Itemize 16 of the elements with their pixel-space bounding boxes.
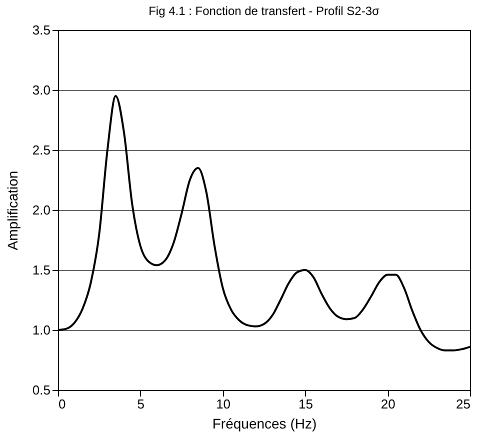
y-tick-label: 1.5	[32, 262, 50, 278]
x-axis-title: Fréquences (Hz)	[212, 416, 317, 432]
x-tick-label: 25	[456, 396, 470, 412]
y-tick-label: 2.5	[32, 142, 50, 158]
y-tick-label: 2.0	[32, 202, 50, 218]
y-tick-label: 3.0	[32, 82, 50, 98]
x-tick-label: 0	[58, 396, 66, 412]
y-tick-label: 1.0	[32, 322, 50, 338]
y-axis-title: Amplification	[4, 170, 20, 250]
y-tick-label: 3.5	[32, 22, 50, 38]
x-tick-label: 15	[298, 396, 313, 412]
x-tick-label: 10	[216, 396, 231, 412]
chart-title: Fig 4.1 : Fonction de transfert - Profil S2-3σ	[148, 4, 380, 18]
y-tick-label: 0.5	[32, 382, 50, 398]
x-tick-label: 20	[380, 396, 396, 412]
x-tick-label: 5	[137, 396, 145, 412]
